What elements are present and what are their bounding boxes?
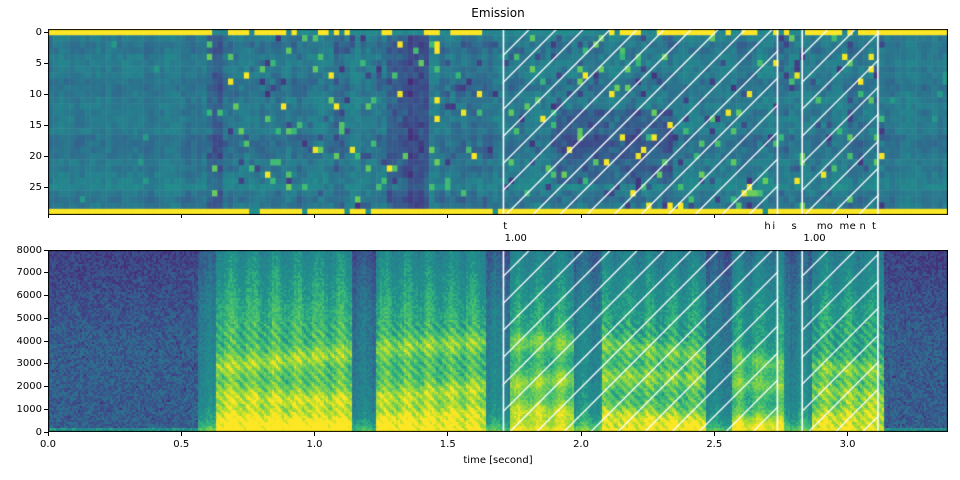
emission-xtick-mark — [580, 215, 582, 218]
emission-xtick-mark — [314, 215, 315, 218]
spectrogram-xtick-label: 2.5 — [706, 439, 723, 450]
emission-heatmap — [48, 29, 948, 215]
spectrogram-ytick-label: 3000 — [16, 358, 42, 370]
emission-ytick-mark — [44, 155, 48, 157]
spectrogram-ytick-label: 1000 — [16, 403, 42, 415]
spectrogram-ytick-mark — [44, 295, 48, 296]
letter-annotation: m — [816, 221, 827, 232]
letter-annotation: h — [764, 221, 771, 232]
letter-annotation: m — [839, 221, 850, 232]
spectrogram-xtick-mark — [447, 432, 449, 436]
emission-xtick-mark — [713, 215, 715, 218]
letter-annotation: o — [826, 221, 833, 232]
letter-annotation: i — [772, 221, 776, 232]
spectrogram-ytick-mark — [44, 408, 48, 410]
segment-score: 1.00 — [803, 233, 826, 244]
emission-ytick-label: 20 — [29, 150, 42, 162]
spectrogram-xtick-mark — [580, 432, 582, 436]
spectrogram-ytick-label: 8000 — [16, 244, 42, 256]
spectrogram-ytick-mark — [44, 386, 48, 387]
spectrogram-xtick-label: 0.0 — [40, 439, 56, 450]
letter-annotation: n — [859, 221, 866, 232]
emission-xtick-mark — [847, 215, 849, 218]
spectrogram-xtick-label: 3.0 — [839, 439, 856, 450]
emission-xtick-mark — [180, 215, 182, 218]
spectrogram-ytick-mark — [44, 272, 48, 274]
letter-annotation: s — [791, 221, 797, 232]
emission-ytick-label: 25 — [29, 181, 42, 193]
spectrogram-ytick-mark — [44, 317, 48, 319]
emission-ytick-mark — [44, 31, 48, 33]
spectrogram-ytick-mark — [44, 363, 48, 365]
letter-annotation: e — [849, 221, 856, 232]
spectrogram-xtick-mark — [47, 432, 49, 436]
spectrogram-xtick-mark — [847, 432, 849, 436]
spectrogram-ytick-mark — [44, 249, 48, 251]
spectrogram-ytick-mark — [44, 340, 48, 342]
segment-score: 1.00 — [504, 233, 527, 244]
emission-ytick-label: 5 — [35, 57, 42, 69]
spectrogram-xtick-label: 1.5 — [439, 439, 456, 450]
spectrogram-xtick-label: 1.0 — [306, 439, 323, 450]
spectrogram-ytick-label: 7000 — [16, 267, 42, 279]
xaxis-label: time [second] — [463, 455, 533, 466]
spectrogram-ytick-label: 2000 — [16, 381, 42, 392]
spectrogram-ytick-label: 5000 — [16, 312, 42, 324]
emission-ytick-mark — [44, 186, 48, 188]
emission-ytick-mark — [44, 62, 48, 64]
spectrogram-ytick-label: 0 — [35, 426, 42, 438]
spectrogram-ytick-label: 6000 — [16, 290, 42, 301]
spectrogram-ytick-mark — [44, 431, 48, 433]
emission-ytick-label: 10 — [29, 88, 42, 100]
spectrogram-ytick-label: 4000 — [16, 335, 42, 347]
emission-ytick-mark — [44, 124, 48, 126]
spectrogram-xtick-mark — [314, 432, 315, 436]
plot-title: Emission — [471, 6, 525, 20]
emission-xtick-mark — [447, 215, 449, 218]
spectrogram-xtick-mark — [713, 432, 715, 436]
spectrogram-xtick-mark — [180, 432, 182, 436]
spectrogram-xtick-label: 2.0 — [573, 439, 589, 450]
emission-ytick-mark — [44, 93, 48, 95]
letter-annotation: t — [872, 221, 876, 232]
letter-annotation: t — [503, 221, 508, 232]
spectrogram — [48, 250, 948, 432]
emission-xtick-mark — [47, 215, 49, 218]
emission-ytick-label: 0 — [35, 26, 42, 38]
spectrogram-xtick-label: 0.5 — [173, 439, 190, 450]
emission-ytick-label: 15 — [29, 119, 42, 131]
